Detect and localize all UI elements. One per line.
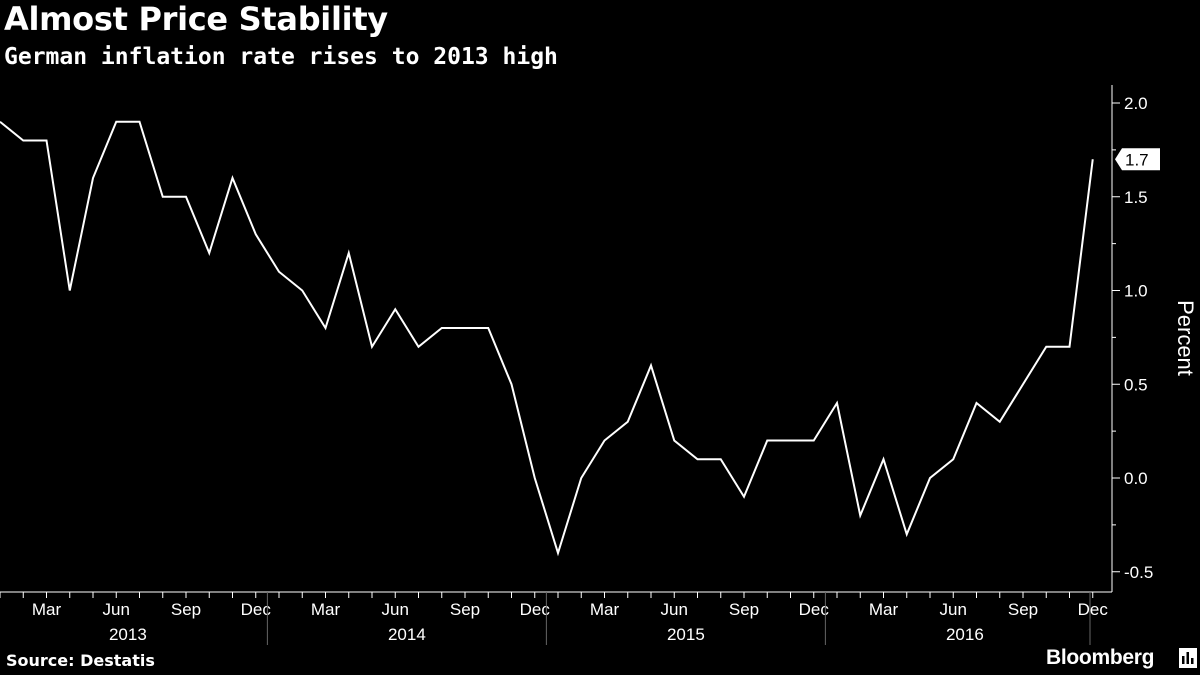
y-tick-label: 1.5 — [1124, 188, 1148, 207]
x-tick-label: Dec — [1078, 600, 1109, 619]
x-year-label: 2015 — [667, 625, 705, 644]
x-tick-label: Sep — [729, 600, 759, 619]
x-tick-label: Sep — [171, 600, 201, 619]
last-value-tag — [1115, 148, 1160, 171]
chart-subtitle: German inflation rate rises to 2013 high — [4, 44, 558, 70]
x-tick-label: Dec — [799, 600, 830, 619]
x-year-label: 2013 — [109, 625, 147, 644]
y-tick-label: -0.5 — [1124, 563, 1153, 582]
x-tick-label: Mar — [869, 600, 899, 619]
x-tick-label: Sep — [450, 600, 480, 619]
chart-title: Almost Price Stability — [4, 0, 388, 38]
x-tick-label: Mar — [590, 600, 620, 619]
x-tick-label: Jun — [940, 600, 967, 619]
x-tick-label: Sep — [1008, 600, 1038, 619]
x-year-label: 2016 — [946, 625, 984, 644]
y-tick-label: 2.0 — [1124, 94, 1148, 113]
y-tick-label: 1.0 — [1124, 282, 1148, 301]
x-tick-label: Mar — [311, 600, 341, 619]
series-line — [0, 120, 1094, 557]
source-note: Source: Destatis — [6, 651, 155, 670]
y-axis-label: Percent — [1173, 300, 1198, 376]
x-tick-label: Jun — [103, 600, 130, 619]
x-tick-label: Dec — [520, 600, 551, 619]
last-value-label: 1.7 — [1125, 150, 1149, 169]
y-tick-label: 0.5 — [1124, 375, 1148, 394]
x-tick-label: Mar — [32, 600, 62, 619]
x-tick-label: Dec — [241, 600, 272, 619]
x-year-label: 2014 — [388, 625, 426, 644]
x-tick-label: Jun — [382, 600, 409, 619]
y-tick-label: 0.0 — [1124, 469, 1148, 488]
x-tick-label: Jun — [661, 600, 688, 619]
bloomberg-terminal-icon — [1179, 648, 1197, 668]
bloomberg-logo: Bloomberg — [1046, 646, 1155, 669]
